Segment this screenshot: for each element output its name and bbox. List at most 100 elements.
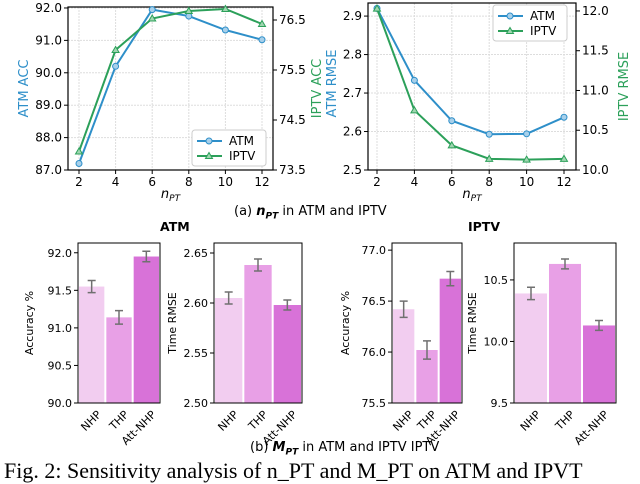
series-line-iptv [78, 7, 263, 152]
y-axis-label-right: IPTV ACC [310, 59, 325, 118]
bar-att-nhp [133, 256, 159, 403]
y-tick-label: 2.7 [343, 86, 362, 100]
y2-tick-label: 10.0 [582, 163, 609, 177]
y-tick-label: 75.5 [362, 397, 387, 410]
bar-nhp [515, 293, 547, 403]
y-tick-label: 2.50 [184, 397, 209, 410]
series-line-atm [78, 8, 263, 164]
error-bar [87, 279, 96, 294]
x-tick-label: 10 [519, 175, 534, 189]
legend-label-iptv: IPTV [229, 149, 256, 163]
caption-a-var: n [256, 204, 266, 219]
caption-a-suffix: in ATM and IPTV [278, 204, 387, 219]
bar-nhp [79, 286, 105, 403]
x-tick-label: 8 [185, 175, 193, 189]
caption-a: (a) nPT in ATM and IPTV [234, 204, 387, 222]
error-bar [399, 300, 408, 319]
data-point-iptv [111, 45, 120, 53]
y-tick-label: 2.5 [343, 163, 362, 177]
y-tick-label: 91.0 [35, 33, 62, 47]
y-tick-label: 76.0 [362, 346, 387, 359]
data-point-iptv [372, 4, 382, 12]
legend-marker [204, 151, 214, 159]
error-bar [224, 291, 233, 305]
caption-b-prefix: (b) [250, 440, 273, 455]
x-tick-label: NHP [215, 408, 241, 434]
bar-thp [106, 317, 132, 403]
y-tick-label: 88.0 [35, 131, 62, 145]
x-tick-label: NHP [78, 408, 104, 434]
bar-nhp [215, 298, 243, 403]
caption-a-sub: PT [265, 211, 279, 222]
bar-att-nhp [583, 325, 615, 403]
data-point-iptv [221, 4, 230, 12]
x-tick-label: THP [245, 408, 270, 433]
error-bar [595, 319, 603, 332]
y-axis-label: Time RMSE [466, 292, 479, 355]
legend-marker [506, 12, 514, 20]
bar-att-nhp [273, 305, 301, 403]
x-tick-label: NHP [390, 408, 416, 434]
y2-tick-label: 76.5 [279, 13, 306, 27]
x-tick-label: 4 [112, 175, 120, 189]
plot-frame [367, 2, 577, 171]
x-tick-label: THP [552, 408, 577, 433]
y-tick-label: 10.5 [484, 274, 509, 287]
data-point-atm [112, 62, 120, 70]
y-tick-label: 2.8 [343, 48, 362, 62]
y-tick-label: 9.5 [491, 397, 509, 410]
y-tick-label: 90.5 [48, 359, 73, 372]
y-tick-label: 2.65 [184, 247, 209, 260]
plot-frame [391, 242, 463, 404]
y2-tick-label: 11.5 [582, 44, 609, 58]
y-axis-label-left: ATM RMSE [325, 50, 340, 118]
caption-b: (b) MPT in ATM and IPTV IPTV [250, 440, 439, 458]
x-tick-label: 6 [148, 175, 156, 189]
x-tick-label: 2 [75, 175, 83, 189]
bar-att-nhp [439, 278, 461, 403]
error-bar [561, 258, 569, 270]
x-tick-label: 12 [556, 175, 571, 189]
data-point-iptv [484, 154, 494, 162]
data-point-iptv [257, 19, 267, 27]
y-tick-label: 10.0 [484, 335, 509, 348]
y2-tick-label: 73.5 [279, 163, 306, 177]
y-tick-label: 90.0 [48, 397, 73, 410]
error-bar [115, 309, 123, 325]
plot-frame [77, 242, 161, 404]
bar-thp [416, 350, 438, 403]
data-point-iptv [410, 105, 419, 114]
line-chart-2: 2 4 6 8 10 12 2.5 2.6 2.7 2.8 2.9 10.0 10.5 11.0 11.5 1… [325, 2, 632, 204]
y-tick-label: 91.0 [48, 322, 73, 335]
data-point-iptv [447, 140, 457, 149]
legend-label-atm: ATM [229, 134, 254, 148]
data-point-atm [258, 36, 266, 44]
x-tick-label: 2 [373, 175, 381, 189]
x-axis-label: nPT [161, 187, 182, 204]
group-title-atm: ATM [160, 219, 190, 234]
line-chart-1: 2 4 6 8 10 12 87.0 88.0 89.0 90.0 91.0 92.0 73.5 74.5… [17, 1, 325, 204]
y-tick-label: 2.60 [184, 297, 209, 310]
caption-a-prefix: (a) [234, 204, 257, 219]
series-line-iptv [376, 8, 565, 161]
y2-tick-label: 75.5 [279, 63, 306, 77]
error-bar [142, 250, 151, 263]
y-tick-label: 2.9 [343, 9, 362, 23]
plot-frame [67, 6, 274, 171]
data-point-atm [410, 76, 418, 84]
y-tick-label: 76.5 [362, 295, 387, 308]
legend-label-atm: ATM [530, 9, 555, 23]
plot-frame [213, 242, 303, 404]
x-axis-label: nPT [462, 187, 483, 204]
legend-marker [505, 26, 515, 34]
data-point-iptv [184, 6, 194, 14]
y-axis-label: Accuracy % [339, 291, 352, 355]
x-tick-label: 12 [254, 175, 269, 189]
data-point-iptv [147, 14, 157, 22]
data-point-atm [221, 26, 229, 34]
